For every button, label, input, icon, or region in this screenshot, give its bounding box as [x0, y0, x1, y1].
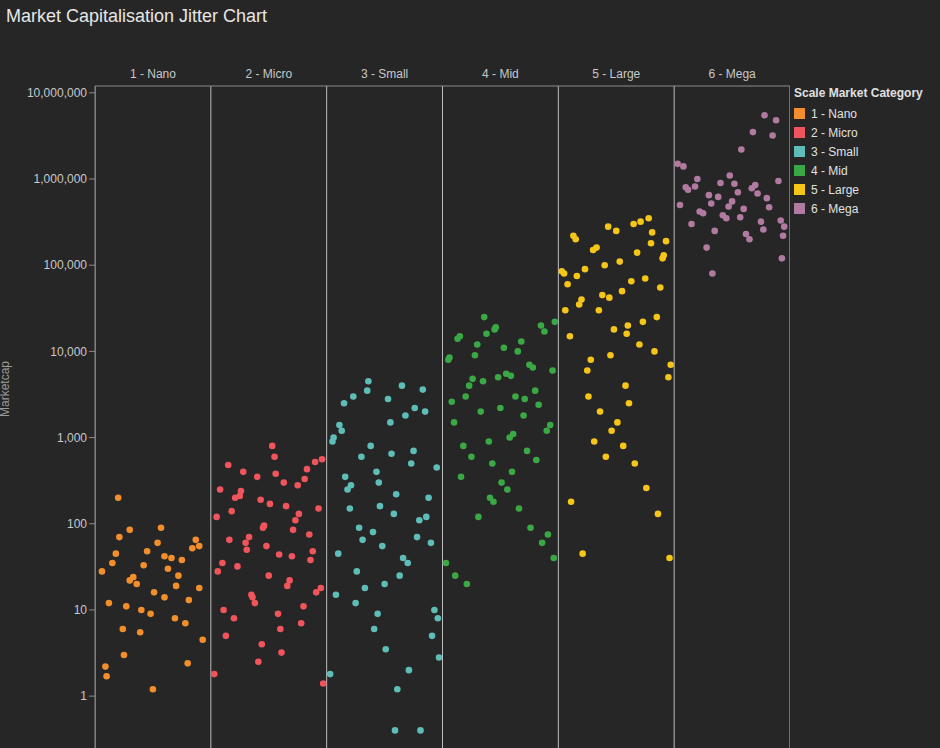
- svg-text:10,000: 10,000: [50, 345, 87, 359]
- svg-text:1,000,000: 1,000,000: [34, 172, 88, 186]
- html-text:Market Capitalisation Jitter C: Market Capitalisation Jitter Chart: [6, 6, 268, 26]
- svg-text:3 - Small: 3 - Small: [361, 67, 408, 81]
- html-text:1 - Nano: 1 - Nano: [811, 106, 857, 121]
- html-text:2 - Micro: 2 - Micro: [811, 125, 858, 140]
- html-text:4 - Mid: 4 - Mid: [811, 163, 848, 178]
- svg-text:10: 10: [74, 603, 88, 617]
- svg-text:100,000: 100,000: [44, 258, 88, 272]
- svg-text:2 - Micro: 2 - Micro: [245, 67, 292, 81]
- svg-text:100: 100: [67, 517, 87, 531]
- svg-text:1,000: 1,000: [57, 431, 87, 445]
- svg-text:Marketcap: Marketcap: [8, 361, 12, 417]
- html-text:5 - Large: 5 - Large: [811, 182, 859, 197]
- html-text:Scale Market Category: Scale Market Category: [794, 86, 923, 100]
- svg-text:4 - Mid: 4 - Mid: [482, 67, 519, 81]
- html-text:3 - Small: 3 - Small: [811, 144, 859, 159]
- svg-text:10,000,000: 10,000,000: [27, 86, 87, 100]
- svg-text:1: 1: [80, 689, 87, 703]
- svg-text:5 - Large: 5 - Large: [592, 67, 640, 81]
- svg-text:1 - Nano: 1 - Nano: [130, 67, 176, 81]
- html-text:6 - Mega: 6 - Mega: [811, 201, 859, 216]
- svg-text:6 - Mega: 6 - Mega: [708, 67, 756, 81]
